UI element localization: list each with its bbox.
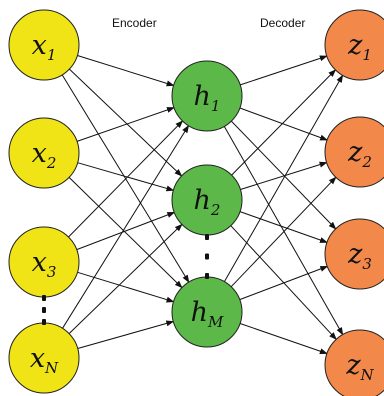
hidden-node-label: h2 <box>194 185 221 219</box>
input-node-label: x1 <box>32 30 57 64</box>
output-node-circle <box>324 116 384 188</box>
hidden-node-h2: h2 <box>171 164 243 236</box>
decoder-edge-3-3 <box>239 265 329 301</box>
input-node-xn: xN <box>8 322 80 394</box>
ellipsis-dot <box>205 273 209 279</box>
encoder-edge-1-1 <box>77 55 175 87</box>
output-node-circle <box>324 218 384 290</box>
input-ellipsis <box>42 295 46 325</box>
hidden-node-circle <box>171 60 243 132</box>
input-node-x3: x3 <box>8 226 80 298</box>
input-node-circle <box>8 9 80 81</box>
encoder-label: Encoder <box>112 16 157 30</box>
edges <box>61 55 344 355</box>
input-node-label: x3 <box>32 247 57 281</box>
encoder-edge-4-2 <box>68 223 183 334</box>
hidden-ellipsis <box>205 234 209 279</box>
output-node-z1: z1 <box>324 9 384 81</box>
decoder-edge-2-3 <box>239 211 328 243</box>
hidden-node-h1: h1 <box>171 60 243 132</box>
hidden-node-hm: hM <box>171 276 243 348</box>
output-node-circle <box>324 9 384 81</box>
input-node-x1: x1 <box>8 9 80 81</box>
decoder-edge-1-1 <box>240 55 328 86</box>
input-node-label: xN <box>30 343 59 377</box>
encoder-edge-3-2 <box>76 211 176 251</box>
ellipsis-dot <box>42 307 46 313</box>
encoder-edge-2-2 <box>77 162 175 192</box>
output-node-zn: zN <box>324 329 384 396</box>
decoder-edge-1-4 <box>223 126 344 336</box>
output-node-circle <box>324 329 384 396</box>
output-node-label: zN <box>345 350 374 384</box>
ellipsis-dot <box>205 234 209 240</box>
hidden-node-label: h1 <box>194 81 221 115</box>
output-node-label: z1 <box>347 30 372 64</box>
decoder-edge-3-4 <box>239 323 328 355</box>
encoder-edge-1-2 <box>69 68 183 177</box>
encoder-edge-4-3 <box>77 320 175 349</box>
encoder-edge-4-1 <box>62 124 190 329</box>
ellipsis-dot <box>205 253 209 260</box>
decoder-edge-2-2 <box>240 161 328 190</box>
decoder-label: Decoder <box>260 16 305 30</box>
encoder-edge-3-3 <box>77 271 175 303</box>
encoder-edge-2-1 <box>76 107 175 142</box>
output-node-z2: z2 <box>324 116 384 188</box>
input-node-circle <box>8 117 80 189</box>
encoder-edge-3-1 <box>68 120 184 238</box>
decoder-edge-3-1 <box>223 74 344 282</box>
ellipsis-dot <box>42 295 46 301</box>
ellipsis-dot <box>42 319 46 325</box>
decoder-edge-2-1 <box>231 69 337 176</box>
input-node-x2: x2 <box>8 117 80 189</box>
decoder-edge-1-2 <box>239 107 329 141</box>
nodes: x1 x2 x3 xN h1 h2 hM z1 z2 z3 zN <box>8 9 384 396</box>
encoder-edge-2-3 <box>68 177 183 289</box>
output-node-label: z3 <box>347 239 372 273</box>
decoder-edge-1-3 <box>230 120 337 230</box>
ellipses <box>42 234 209 325</box>
output-node-label: z2 <box>347 137 372 171</box>
input-node-label: x2 <box>32 138 57 172</box>
output-node-z3: z3 <box>324 218 384 290</box>
hidden-node-label: hM <box>191 297 224 331</box>
decoder-edge-3-2 <box>230 176 337 288</box>
